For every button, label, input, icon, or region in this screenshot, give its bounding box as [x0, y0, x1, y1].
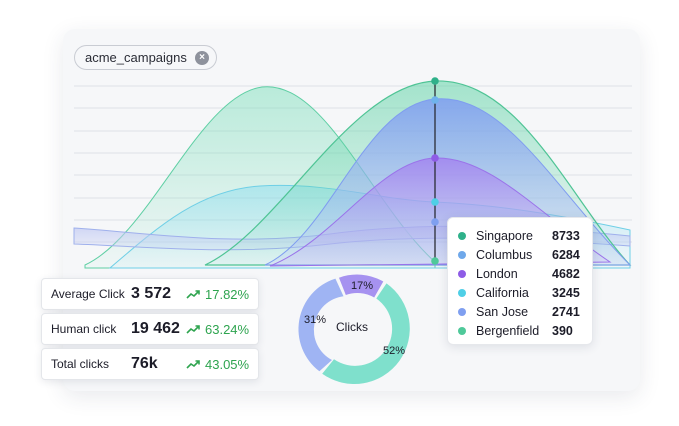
stat-card-total-clicks: Total clicks 76k 43.05%	[41, 348, 259, 380]
stat-trend: 63.24%	[186, 322, 249, 337]
tooltip-row-value: 390	[552, 323, 573, 338]
donut-segment-label: 52%	[383, 345, 406, 357]
donut-segment-52	[322, 283, 410, 384]
stat-trend-value: 17.82%	[205, 286, 250, 302]
tooltip-row-name: Bergenfield	[476, 323, 540, 338]
tooltip-row-name: California	[476, 285, 529, 300]
tooltip-row-name: Columbus	[476, 247, 533, 262]
stat-value: 3 572	[131, 285, 172, 302]
tooltip-row: London 4682	[458, 264, 582, 283]
marker-san-jose	[431, 218, 439, 226]
filter-chip-label: acme_campaigns	[85, 50, 187, 65]
donut-center-label: Clicks	[336, 320, 368, 334]
stat-trend-value: 43.05%	[205, 356, 250, 372]
tooltip-row-name: San Jose	[476, 304, 529, 319]
stat-trend: 17.82%	[186, 287, 249, 302]
tooltip-row: Columbus 6284	[458, 245, 582, 264]
legend-dot-icon	[458, 250, 466, 259]
stat-value: 76k	[131, 355, 158, 372]
filter-chip[interactable]: acme_campaigns ×	[74, 45, 217, 70]
marker-london	[431, 154, 439, 162]
marker-columbus	[431, 96, 439, 104]
tooltip-row-value: 8733	[552, 228, 580, 243]
tooltip-row-value: 4682	[552, 266, 580, 281]
donut-segment-17	[339, 274, 384, 298]
tooltip-row: California 3245	[458, 283, 582, 302]
legend-dot-icon	[458, 288, 466, 297]
hover-markers	[431, 77, 439, 265]
tooltip-row-value: 2741	[552, 304, 580, 319]
stat-trend-value: 63.24%	[205, 321, 250, 337]
marker-california	[431, 198, 439, 206]
donut-segment-label: 31%	[304, 314, 327, 326]
legend-dot-icon	[458, 231, 466, 240]
trending-up-icon	[186, 290, 200, 299]
donut-chart	[298, 274, 410, 384]
close-icon[interactable]: ×	[195, 51, 209, 65]
chart-tooltip: Singapore 8733 Columbus 6284 London 4682…	[447, 217, 593, 345]
marker-singapore	[431, 77, 439, 85]
tooltip-row-name: London	[476, 266, 518, 281]
donut-segment-31	[298, 278, 344, 372]
tooltip-row: San Jose 2741	[458, 302, 582, 321]
stat-card-human-click: Human click 19 462 63.24%	[41, 313, 259, 345]
trending-up-icon	[186, 360, 200, 369]
stat-value: 19 462	[131, 320, 180, 337]
stat-card-average-click: Average Click 3 572 17.82%	[41, 278, 259, 310]
tooltip-row-value: 6284	[552, 247, 580, 262]
tooltip-row-name: Singapore	[476, 228, 533, 243]
stat-label: Average Click	[51, 287, 125, 301]
stat-label: Total clicks	[51, 357, 110, 371]
legend-dot-icon	[458, 307, 466, 316]
stat-trend: 43.05%	[186, 357, 249, 372]
legend-dot-icon	[458, 269, 466, 278]
tooltip-row-value: 3245	[552, 285, 580, 300]
marker-bergenfield	[431, 257, 439, 265]
tooltip-row: Bergenfield 390	[458, 321, 582, 340]
stat-label: Human click	[51, 322, 117, 336]
trending-up-icon	[186, 325, 200, 334]
legend-dot-icon	[458, 326, 466, 335]
donut-segment-label: 17%	[351, 280, 374, 292]
tooltip-row: Singapore 8733	[458, 226, 582, 245]
